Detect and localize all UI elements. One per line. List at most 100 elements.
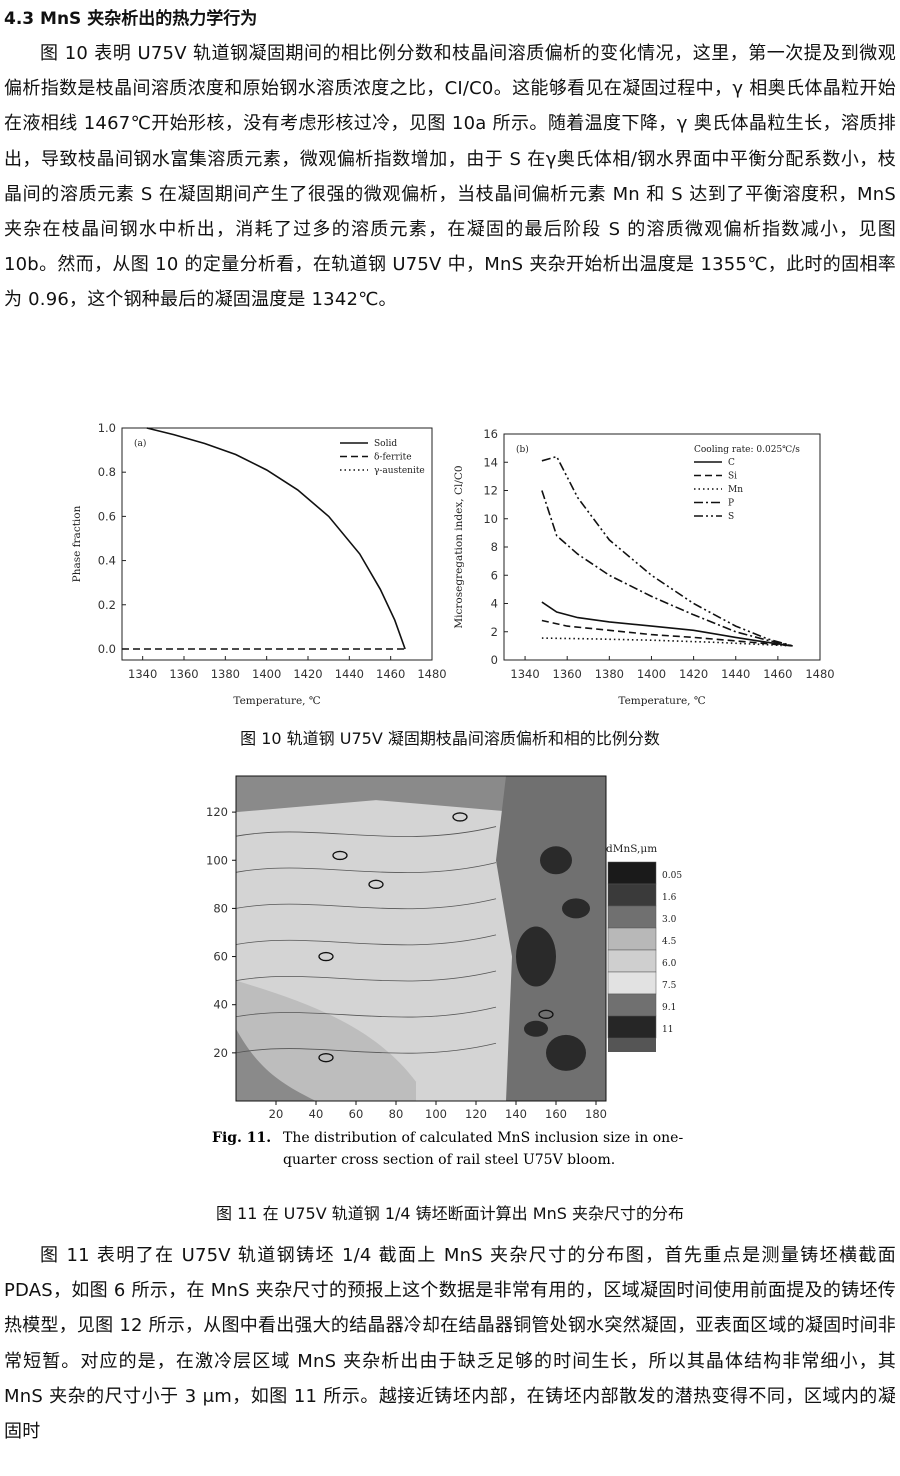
colorbar-swatch bbox=[608, 1038, 656, 1052]
y-tick-label: 1.0 bbox=[98, 421, 116, 435]
y-tick-label: 14 bbox=[483, 455, 498, 469]
colorbar-label: 0.05 bbox=[662, 871, 682, 881]
x-tick-label: 60 bbox=[349, 1107, 364, 1121]
x-tick-label: 1420 bbox=[293, 667, 322, 681]
x-tick-label: 1480 bbox=[417, 667, 446, 681]
y-tick-label: 10 bbox=[483, 512, 498, 526]
colorbar-label: 11 bbox=[662, 1025, 673, 1035]
contour-hotspot bbox=[332, 850, 348, 861]
x-tick-label: 1340 bbox=[510, 667, 539, 681]
colorbar-swatch bbox=[607, 905, 657, 929]
x-tick-label: 140 bbox=[505, 1107, 527, 1121]
x-tick-label: 40 bbox=[309, 1107, 324, 1121]
y-tick-label: 120 bbox=[206, 805, 228, 819]
legend-entry: γ-austenite bbox=[374, 466, 425, 476]
x-tick-label: 1480 bbox=[805, 667, 834, 681]
x-tick-label: 1440 bbox=[721, 667, 750, 681]
fig11-caption-line2: quarter cross section of rail steel U75V… bbox=[283, 1152, 615, 1168]
colorbar-swatch bbox=[607, 883, 657, 907]
series-line-P bbox=[541, 490, 793, 647]
contour-dark-patch bbox=[546, 1034, 586, 1071]
colorbar-title: dMnS,μm bbox=[606, 843, 657, 855]
y-tick-label: 0.8 bbox=[98, 465, 116, 479]
x-tick-label: 1460 bbox=[763, 667, 792, 681]
contour-line bbox=[235, 826, 497, 837]
x-tick-label: 20 bbox=[269, 1107, 284, 1121]
legend-entry: Mn bbox=[728, 485, 743, 495]
x-axis-label: Temperature, ℃ bbox=[618, 695, 705, 707]
colorbar-swatch bbox=[607, 993, 657, 1017]
legend-entry: Si bbox=[728, 472, 737, 482]
y-tick-label: 40 bbox=[213, 998, 228, 1012]
contour-hotspot bbox=[368, 879, 384, 889]
x-axis-label: Temperature, ℃ bbox=[233, 695, 320, 707]
series-line-Mn bbox=[541, 637, 793, 647]
y-tick-label: 2 bbox=[491, 625, 498, 639]
contour-line bbox=[235, 862, 497, 874]
y-tick-label: 6 bbox=[491, 568, 498, 582]
contour-line bbox=[235, 1042, 497, 1054]
contour-dark-patch bbox=[562, 898, 590, 919]
chart-11-contour: 20 40 60 80 100 120 140 160 180 20 40 60 80 100 120 dMn… bbox=[206, 775, 683, 1168]
contour-hotspot bbox=[452, 812, 468, 822]
legend-entry: δ-ferrite bbox=[374, 453, 412, 463]
colorbar-swatch bbox=[607, 927, 657, 951]
x-tick-label: 80 bbox=[389, 1107, 404, 1121]
x-tick-label: 120 bbox=[465, 1107, 487, 1121]
legend-entry: S bbox=[728, 512, 734, 522]
y-axis-label: Phase fraction bbox=[71, 505, 83, 582]
series-line-C bbox=[541, 601, 793, 647]
x-tick-label: 1380 bbox=[211, 667, 240, 681]
panel-label: (a) bbox=[134, 438, 146, 449]
paragraph-1: 图 10 表明 U75V 轨道钢凝固期间的相比例分数和枝晶间溶质偏析的变化情况，… bbox=[4, 43, 896, 311]
colorbar-label: 4.5 bbox=[662, 937, 677, 947]
contour-region-lower-left bbox=[236, 980, 416, 1101]
legend-entry: C bbox=[728, 458, 735, 468]
x-tick-label: 1340 bbox=[128, 667, 157, 681]
x-tick-label: 160 bbox=[545, 1107, 567, 1121]
plot-frame bbox=[121, 427, 433, 661]
contour-dark-patch bbox=[516, 926, 556, 987]
y-axis-label: Microsegregation index, Cl/C0 bbox=[453, 465, 465, 628]
colorbar-swatch bbox=[607, 971, 657, 995]
paragraph-2: 图 11 表明了在 U75V 轨道钢铸坯 1/4 截面上 MnS 夹杂尺寸的分布… bbox=[4, 1245, 896, 1443]
legend-entry: P bbox=[728, 499, 734, 509]
x-tick-label: 1400 bbox=[252, 667, 281, 681]
y-tick-label: 60 bbox=[213, 950, 228, 964]
x-tick-label: 180 bbox=[585, 1107, 607, 1121]
y-tick-label: 0.0 bbox=[98, 642, 116, 656]
colorbar-label: 6.0 bbox=[662, 959, 677, 969]
contour-line bbox=[235, 1006, 497, 1018]
colorbar-label: 9.1 bbox=[662, 1003, 676, 1013]
series-line-Solid bbox=[146, 427, 406, 650]
legend-title: Cooling rate: 0.025℃/s bbox=[694, 445, 800, 455]
y-tick-label: 8 bbox=[491, 540, 498, 554]
panel-label: (b) bbox=[516, 444, 529, 455]
contour-dark-patch bbox=[524, 1020, 548, 1037]
contour-line bbox=[235, 970, 497, 982]
legend-entry: Solid bbox=[374, 439, 397, 449]
colorbar-swatch bbox=[607, 1015, 657, 1039]
x-tick-label: 1440 bbox=[335, 667, 364, 681]
colorbar-label: 3.0 bbox=[662, 915, 677, 925]
y-tick-label: 0.2 bbox=[98, 598, 116, 612]
contour-region-corner bbox=[236, 1028, 316, 1101]
contour-hotspot bbox=[318, 951, 334, 962]
series-line-S bbox=[541, 455, 793, 647]
y-tick-label: 80 bbox=[213, 901, 228, 915]
colorbar-swatch bbox=[607, 861, 657, 885]
contour-frame bbox=[235, 775, 607, 1102]
figure-11-caption: 图 11 在 U75V 轨道钢 1/4 铸坯断面计算出 MnS 夹杂尺寸的分布 bbox=[216, 1204, 684, 1223]
plot-frame bbox=[503, 433, 821, 661]
x-tick-label: 1420 bbox=[679, 667, 708, 681]
colorbar-swatch bbox=[607, 949, 657, 973]
fig11-label: Fig. 11. bbox=[212, 1130, 271, 1146]
y-tick-label: 20 bbox=[213, 1046, 228, 1060]
y-tick-label: 100 bbox=[206, 853, 228, 867]
x-tick-label: 1380 bbox=[595, 667, 624, 681]
y-tick-label: 0.6 bbox=[98, 509, 116, 523]
x-tick-label: 1360 bbox=[169, 667, 198, 681]
y-tick-label: 4 bbox=[491, 597, 498, 611]
chart-10b: 1340 1360 1380 1400 1420 1440 1460 1480 0 2 4 6 8 10 1… bbox=[453, 427, 835, 707]
figure-10-caption: 图 10 轨道钢 U75V 凝固期枝晶间溶质偏析和相的比例分数 bbox=[240, 729, 660, 748]
